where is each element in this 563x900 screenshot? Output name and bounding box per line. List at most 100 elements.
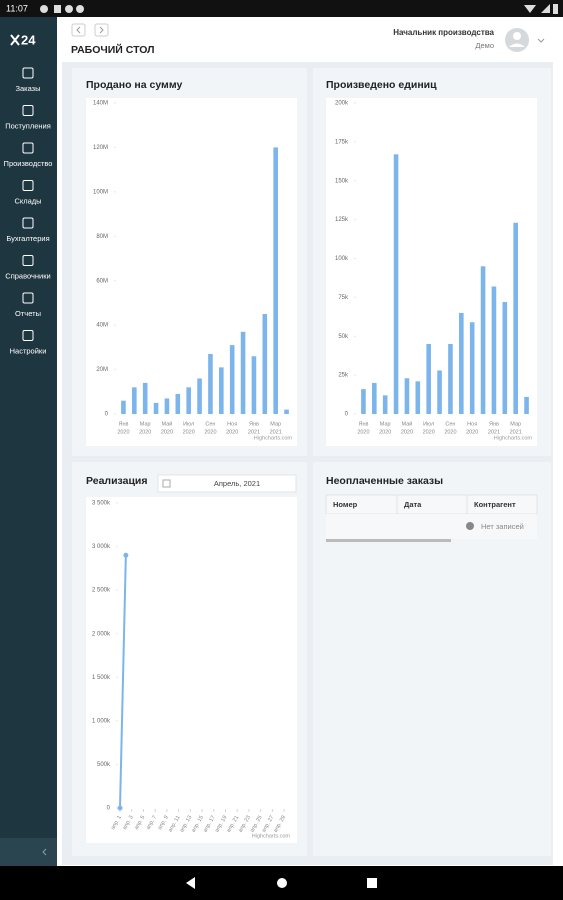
scrollbar[interactable]	[326, 539, 451, 542]
menu-icon[interactable]	[22, 255, 34, 266]
y-tick-label: 150k	[335, 178, 349, 184]
bar	[142, 382, 148, 414]
x-tick-label: Мар	[510, 421, 521, 427]
chart-credits: Highcharts.com	[252, 833, 291, 839]
menu-icon[interactable]	[22, 217, 34, 229]
bar	[448, 344, 453, 414]
y-tick-label: 75k	[338, 295, 349, 301]
menu-item[interactable]: Поступления	[5, 121, 51, 130]
info-icon	[466, 522, 474, 530]
chart-area	[326, 98, 537, 446]
date-picker[interactable]	[157, 474, 297, 493]
menu-item[interactable]: Бухгалтерия	[6, 234, 49, 243]
bar	[208, 354, 213, 414]
y-tick-label: 60M	[96, 278, 108, 284]
menu-item[interactable]: Склады	[14, 196, 41, 205]
y-tick-label: 175k	[335, 139, 349, 145]
y-tick-label: 40M	[96, 323, 108, 329]
status-icon	[40, 5, 48, 13]
x-tick-label: 2020	[466, 429, 478, 435]
x-tick-label: Ноя	[227, 421, 237, 427]
menu-icon[interactable]	[22, 67, 34, 79]
point	[123, 552, 129, 558]
x-tick-label: 2020	[204, 429, 216, 435]
x-tick-label: Мар	[140, 421, 151, 427]
bar	[426, 344, 431, 414]
menu-item[interactable]: Настройки	[10, 346, 47, 355]
y-tick-label: 140M	[93, 101, 108, 107]
nav-back[interactable]	[186, 877, 195, 889]
x-tick-label: 2021	[248, 429, 260, 435]
x-tick-label: Июл	[183, 421, 194, 427]
bar	[502, 302, 508, 414]
x-tick-label: Мар	[270, 421, 281, 427]
menu-icon[interactable]	[22, 180, 34, 191]
bar	[197, 378, 202, 414]
x-tick-label: 2020	[444, 429, 456, 435]
user-menu-arrow[interactable]	[537, 38, 545, 43]
avatar-icon	[513, 32, 521, 40]
back-button[interactable]	[71, 23, 86, 37]
chart-area	[86, 497, 297, 843]
bar	[524, 396, 529, 414]
bar	[273, 147, 278, 414]
menu-icon[interactable]	[22, 105, 34, 116]
x-tick-label: 2020	[357, 429, 369, 435]
collapse-button[interactable]	[0, 838, 57, 866]
y-tick-label: 500k	[97, 762, 111, 768]
column-header: Контрагент	[474, 500, 516, 509]
y-tick-label: 3 000k	[92, 544, 111, 550]
chart-title: Реализация	[86, 475, 148, 487]
sidebar	[0, 17, 57, 866]
user-name: Начальник производства	[393, 28, 494, 37]
chart-credits: Highcharts.com	[494, 435, 533, 441]
status-bar	[0, 0, 563, 17]
avatar-icon	[509, 43, 525, 47]
status-time: 11:07	[6, 3, 28, 13]
menu-item[interactable]: Отчеты	[15, 309, 41, 318]
menu-item[interactable]: Производство	[4, 159, 53, 168]
bar	[219, 367, 224, 414]
menu-item[interactable]: Заказы	[15, 84, 40, 93]
nav-home[interactable]	[277, 878, 287, 888]
forward-button[interactable]	[94, 23, 109, 37]
signal-icon	[541, 4, 550, 13]
x-tick-label: 2021	[510, 429, 522, 435]
bar	[415, 381, 421, 414]
bar	[491, 286, 497, 414]
bar	[404, 378, 410, 414]
menu-icon[interactable]	[22, 142, 34, 154]
chart-title: Произведено единиц	[326, 79, 437, 91]
bar	[121, 400, 126, 414]
bar	[186, 387, 191, 414]
y-tick-label: 0	[105, 412, 109, 418]
user-role: Демо	[475, 41, 494, 50]
bar	[284, 409, 289, 414]
bar	[513, 222, 518, 414]
x-tick-label: Янв	[118, 421, 128, 427]
x-tick-label: 2020	[183, 429, 195, 435]
y-tick-label: 2 000k	[92, 631, 111, 637]
menu-icon[interactable]	[22, 292, 34, 304]
y-tick-label: 20M	[96, 367, 108, 373]
y-tick-label: 80M	[96, 234, 108, 240]
menu-icon[interactable]	[22, 330, 34, 341]
table-body	[326, 514, 537, 539]
y-tick-label: 1 000k	[92, 718, 111, 724]
x-tick-label: Янв	[358, 421, 368, 427]
empty-message: Нет записей	[481, 522, 524, 531]
y-tick-label: 2 500k	[92, 588, 111, 594]
logo: 24	[21, 32, 36, 47]
x-tick-label: 2020	[117, 429, 129, 435]
calendar-icon	[162, 479, 171, 488]
x-tick-label: 2020	[226, 429, 238, 435]
nav-recents[interactable]	[367, 878, 377, 888]
menu-item[interactable]: Справочники	[5, 271, 50, 280]
line	[119, 555, 127, 809]
y-tick-label: 1 500k	[92, 675, 111, 681]
bar	[262, 314, 268, 414]
y-tick-label: 25k	[338, 373, 349, 379]
status-icon	[76, 5, 84, 13]
